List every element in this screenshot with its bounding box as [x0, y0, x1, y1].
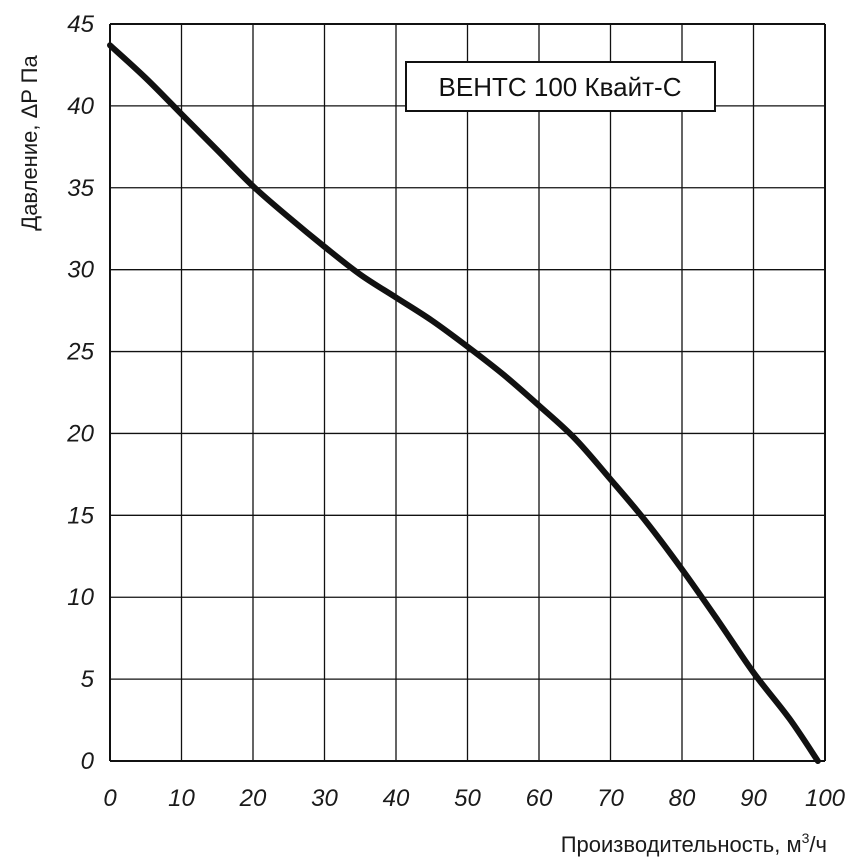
x-tick-label: 0: [103, 785, 117, 812]
series-line: [107, 42, 821, 764]
grid: [109, 23, 826, 762]
y-tick-label: 30: [67, 257, 94, 284]
x-tick-label: 30: [311, 785, 338, 812]
x-tick-label: 80: [669, 785, 696, 812]
x-axis-ticks: 0 10 20 30 40 50 60 70 80 90 100: [103, 785, 845, 812]
x-tick-label: 40: [383, 785, 410, 812]
y-axis-title: Давление, ΔP Па: [17, 55, 42, 231]
y-axis-ticks: 0 5 10 15 20 25 30 35 40 45: [66, 11, 94, 775]
x-axis-title: Производительность, м3/ч: [561, 830, 827, 857]
y-tick-label: 5: [81, 666, 95, 693]
x-axis-title-main: Производительность, м: [561, 832, 802, 857]
y-tick-label: 20: [66, 420, 94, 447]
y-tick-label: 0: [81, 748, 95, 775]
x-tick-label: 70: [597, 785, 624, 812]
series-layer: [107, 42, 821, 764]
x-tick-label: 100: [805, 785, 846, 812]
x-axis-title-tail: /ч: [809, 832, 827, 857]
y-tick-label: 35: [67, 175, 94, 202]
y-tick-label: 40: [67, 93, 94, 120]
y-tick-label: 45: [67, 11, 94, 38]
x-tick-label: 20: [239, 785, 267, 812]
x-axis-title-superscript: 3: [802, 830, 810, 846]
legend-series-label: ВЕНТС 100 Квайт-С: [439, 72, 682, 102]
x-tick-label: 60: [526, 785, 553, 812]
legend-box: [405, 61, 716, 112]
y-tick-label: 10: [67, 584, 94, 611]
legend: ВЕНТС 100 Квайт-С: [405, 61, 716, 112]
y-tick-label: 25: [66, 339, 94, 366]
x-tick-label: 10: [168, 785, 195, 812]
x-tick-label: 50: [454, 785, 481, 812]
x-tick-label: 90: [740, 785, 767, 812]
y-tick-label: 15: [67, 502, 94, 529]
